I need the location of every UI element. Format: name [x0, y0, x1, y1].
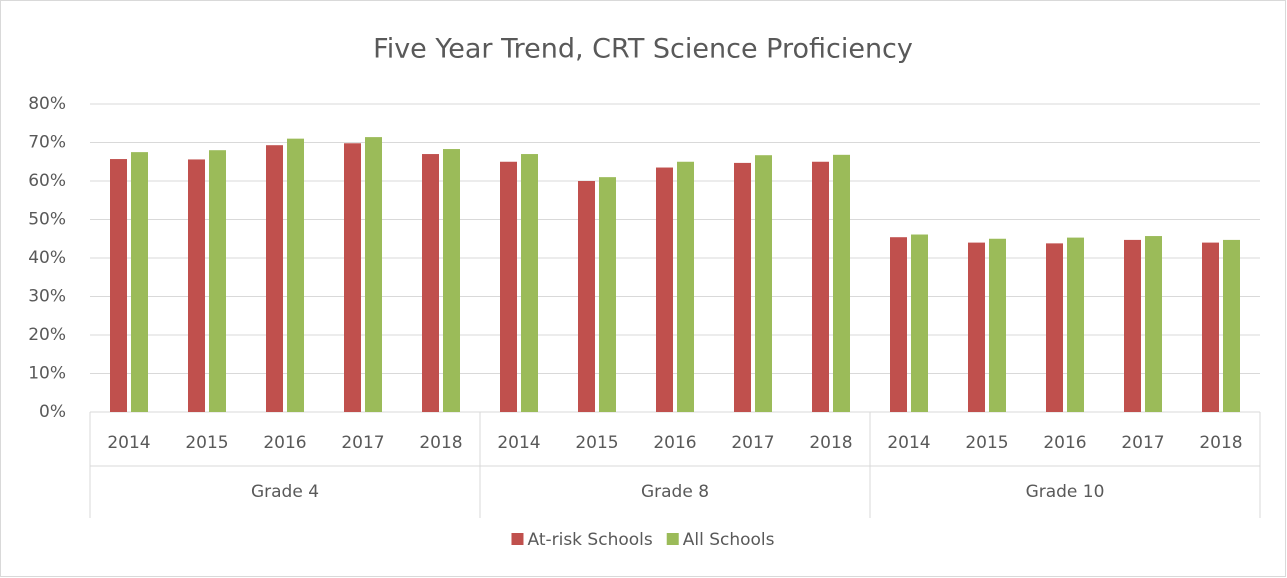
x-tick-label: 2015 [965, 433, 1008, 453]
legend-swatch [511, 533, 524, 545]
legend-label: At-risk Schools [527, 530, 652, 550]
bar [131, 152, 148, 412]
bar [812, 161, 829, 412]
bar [833, 154, 850, 412]
x-tick-label: 2016 [653, 433, 696, 453]
group-label: Grade 10 [1026, 482, 1105, 502]
x-tick-label: 2015 [185, 433, 228, 453]
x-tick-label: 2014 [497, 433, 540, 453]
x-tick-label: 2016 [263, 433, 306, 453]
bar [890, 237, 907, 412]
bar [968, 242, 985, 412]
bar [1067, 237, 1084, 412]
x-tick-label: 2014 [887, 433, 930, 453]
y-tick-label: 70% [28, 133, 66, 153]
bar [443, 149, 460, 413]
y-tick-label: 80% [28, 94, 66, 114]
bar [1046, 243, 1063, 412]
bar [422, 154, 439, 413]
x-tick-label: 2018 [1199, 433, 1242, 453]
x-tick-label: 2015 [575, 433, 618, 453]
bar [344, 143, 361, 412]
bar [1124, 239, 1141, 412]
bar [209, 150, 226, 412]
y-tick-label: 60% [28, 171, 66, 191]
group-label: Grade 8 [641, 482, 709, 502]
bar [755, 155, 772, 412]
chart-title: Five Year Trend, CRT Science Proficiency [373, 34, 913, 65]
bar [734, 162, 751, 412]
legend-swatch [666, 533, 679, 545]
bar [110, 159, 127, 412]
y-tick-label: 10% [28, 364, 66, 384]
bar [1202, 242, 1219, 412]
bar [500, 161, 517, 412]
bar [188, 159, 205, 412]
bar [1223, 239, 1240, 412]
y-tick-label: 0% [39, 402, 66, 422]
bar [365, 137, 382, 413]
bar [266, 145, 283, 412]
x-tick-label: 2014 [107, 433, 150, 453]
bar [599, 177, 616, 412]
bar [677, 161, 694, 412]
bar [656, 167, 673, 412]
y-tick-label: 40% [28, 248, 66, 268]
x-tick-label: 2017 [731, 433, 774, 453]
bar [521, 154, 538, 413]
x-tick-label: 2016 [1043, 433, 1086, 453]
bar [911, 234, 928, 412]
y-tick-label: 20% [28, 325, 66, 345]
group-label: Grade 4 [251, 482, 319, 502]
bar [989, 238, 1006, 412]
x-tick-label: 2018 [809, 433, 852, 453]
bar [287, 138, 304, 412]
x-tick-label: 2018 [419, 433, 462, 453]
x-tick-label: 2017 [1121, 433, 1164, 453]
y-tick-label: 50% [28, 210, 66, 230]
bar [578, 181, 595, 412]
bar [1145, 236, 1162, 412]
y-tick-label: 30% [28, 287, 66, 307]
legend-label: All Schools [683, 530, 775, 550]
x-tick-label: 2017 [341, 433, 384, 453]
